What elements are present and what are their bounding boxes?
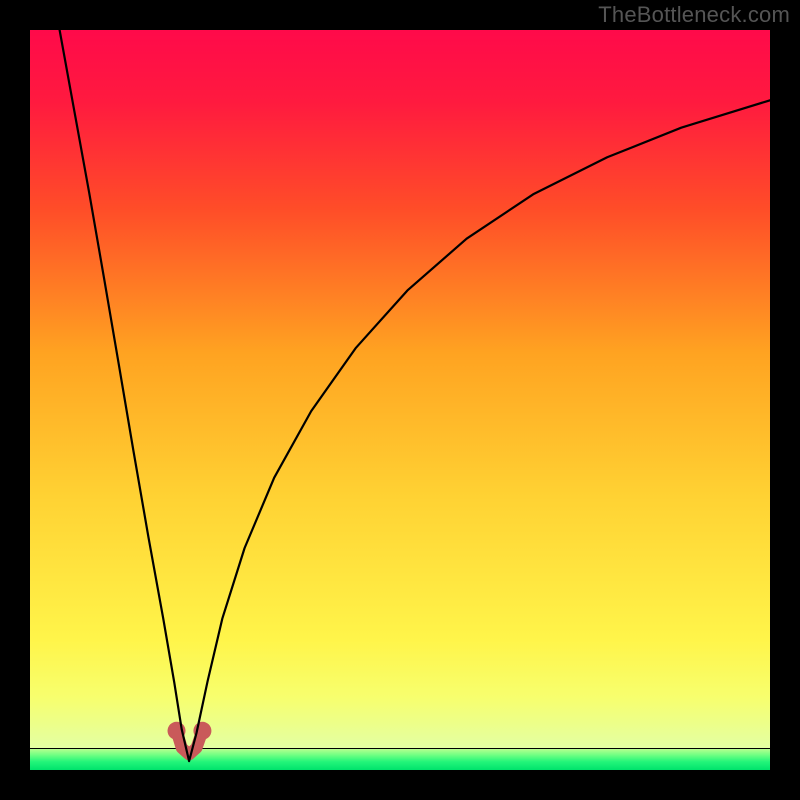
attribution-text: TheBottleneck.com (598, 2, 790, 28)
outer-frame: TheBottleneck.com (0, 0, 800, 800)
plot-area (30, 30, 770, 770)
bottleneck-curve-svg (30, 30, 770, 770)
bottleneck-curve-path (60, 30, 770, 761)
